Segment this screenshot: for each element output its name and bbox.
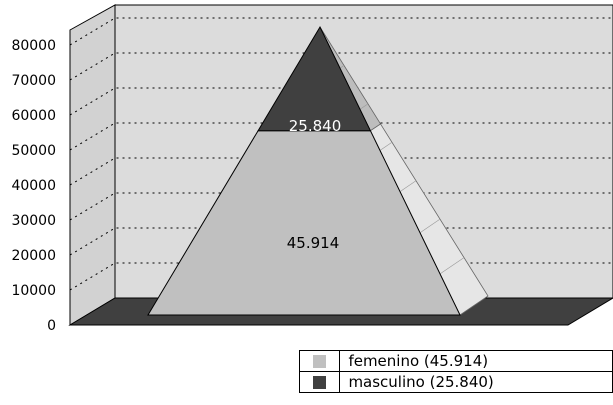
legend-label-femenino: femenino (45.914) [339, 350, 613, 372]
segment-masculino [257, 25, 372, 132]
pyramid-side-edge [379, 142, 393, 151]
gridline [69, 192, 613, 221]
legend: femenino (45.914) masculino (25.840) [298, 350, 613, 393]
pyramid-side-edge [439, 257, 465, 275]
legend-item-masculino: masculino (25.840) [298, 371, 613, 393]
y-tick-label: 60000 [11, 108, 56, 124]
data-label-femenino: 45.914 [287, 234, 340, 252]
y-tick-label: 50000 [11, 143, 56, 159]
gridline [69, 52, 613, 81]
y-tick-label: 10000 [11, 283, 56, 299]
y-tick-label: 0 [47, 318, 56, 334]
gridline [69, 227, 613, 256]
gridline [69, 157, 613, 186]
pyramid-side-edge [419, 218, 441, 233]
legend-swatch-masculino [313, 376, 327, 389]
y-tick-label: 30000 [11, 213, 56, 229]
y-tick-label: 80000 [11, 38, 56, 54]
data-labels: 45.914 25.840 [287, 117, 342, 252]
pyramid-side-edge [359, 103, 369, 110]
legend-item-femenino: femenino (45.914) [298, 350, 613, 372]
legend-swatch-femenino [313, 355, 327, 368]
gridline [69, 17, 613, 46]
gridline [69, 87, 613, 116]
data-label-masculino: 25.840 [289, 117, 342, 135]
pyramid-side-edge [339, 65, 345, 69]
gridline [69, 122, 613, 151]
y-axis: 0 10000 20000 30000 40000 50000 60000 70000 8000… [11, 30, 71, 334]
y-tick-label: 20000 [11, 248, 56, 264]
y-tick-label: 40000 [11, 178, 56, 194]
y-tick-label: 70000 [11, 73, 56, 89]
pyramid-side-edge [399, 180, 417, 192]
legend-label-masculino: masculino (25.840) [339, 371, 613, 393]
pyramid [147, 25, 489, 316]
